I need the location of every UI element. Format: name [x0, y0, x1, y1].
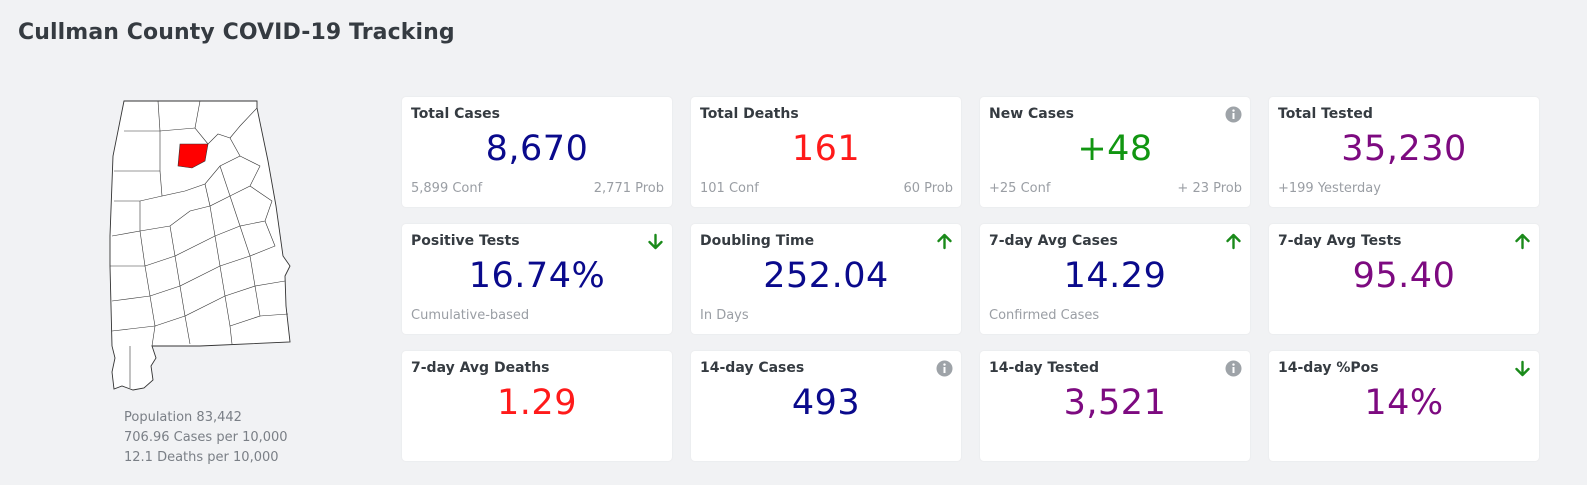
card-title: 7-day Avg Deaths — [411, 360, 550, 376]
card-7-day-avg-cases: 7-day Avg Cases 14.29 Confirmed Cases — [980, 224, 1250, 334]
card-subtext-left: 5,899 Conf — [411, 181, 483, 196]
card-subtext-left: +25 Conf — [989, 181, 1051, 196]
card-subtext-left: Confirmed Cases — [989, 308, 1100, 323]
cullman-county-highlight — [177, 143, 209, 169]
card-value: 3,521 — [1063, 383, 1167, 423]
card-subtext-left: 101 Conf — [700, 181, 759, 196]
card-title: 14-day %Pos — [1278, 360, 1379, 376]
alabama-outline — [109, 100, 291, 391]
card-title: 7-day Avg Tests — [1278, 233, 1402, 249]
card-title: Positive Tests — [411, 233, 520, 249]
card-title: 14-day Tested — [989, 360, 1100, 376]
card-total-tested: Total Tested 35,230 +199 Yesterday — [1269, 97, 1539, 207]
card-subtext-right: 60 Prob — [903, 181, 953, 196]
deaths-per-10k-text: 12.1 Deaths per 10,000 — [124, 450, 279, 465]
info-icon[interactable] — [1225, 106, 1242, 123]
county-stats: Population 83,442 706.96 Cases per 10,00… — [124, 408, 288, 468]
card-value: 35,230 — [1341, 129, 1467, 169]
card-title: 7-day Avg Cases — [989, 233, 1118, 249]
card-title: New Cases — [989, 106, 1074, 122]
card-title: 14-day Cases — [700, 360, 805, 376]
arrow-up-icon — [936, 233, 953, 250]
info-icon[interactable] — [1225, 360, 1242, 377]
metrics-grid: Total Cases 8,670 5,899 Conf 2,771 Prob Tota… — [402, 97, 1539, 461]
card-14-day-pos: 14-day %Pos 14% — [1269, 351, 1539, 461]
card-total-deaths: Total Deaths 161 101 Conf 60 Prob — [691, 97, 961, 207]
card-7-day-avg-tests: 7-day Avg Tests 95.40 — [1269, 224, 1539, 334]
card-positive-tests: Positive Tests 16.74% Cumulative-based — [402, 224, 672, 334]
card-value: 14.29 — [1063, 256, 1167, 296]
card-subtext-left: In Days — [700, 308, 749, 323]
card-title: Total Deaths — [700, 106, 799, 122]
cases-per-10k-text: 706.96 Cases per 10,000 — [124, 430, 288, 445]
card-doubling-time: Doubling Time 252.04 In Days — [691, 224, 961, 334]
card-value: 161 — [791, 129, 861, 169]
card-title: Doubling Time — [700, 233, 815, 249]
card-value: 1.29 — [497, 383, 577, 423]
card-14-day-cases: 14-day Cases 493 — [691, 351, 961, 461]
card-value: 252.04 — [763, 256, 889, 296]
population-text: Population 83,442 — [124, 410, 242, 425]
alabama-county-map[interactable] — [100, 96, 300, 396]
card-total-cases: Total Cases 8,670 5,899 Conf 2,771 Prob — [402, 97, 672, 207]
card-new-cases: New Cases +48 +25 Conf + 23 Prob — [980, 97, 1250, 207]
card-title: Total Cases — [411, 106, 501, 122]
info-icon[interactable] — [936, 360, 953, 377]
card-subtext-right: 2,771 Prob — [593, 181, 664, 196]
card-value: 95.40 — [1352, 256, 1456, 296]
card-value: +48 — [1077, 129, 1153, 169]
card-title: Total Tested — [1278, 106, 1373, 122]
card-subtext-left: Cumulative-based — [411, 308, 530, 323]
card-value: 14% — [1364, 383, 1444, 423]
arrow-up-icon — [1514, 233, 1531, 250]
card-7-day-avg-deaths: 7-day Avg Deaths 1.29 — [402, 351, 672, 461]
card-value: 8,670 — [485, 129, 589, 169]
page-title: Cullman County COVID-19 Tracking — [18, 20, 455, 45]
arrow-up-icon — [1225, 233, 1242, 250]
card-subtext-left: +199 Yesterday — [1278, 181, 1381, 196]
card-14-day-tested: 14-day Tested 3,521 — [980, 351, 1250, 461]
card-value: 493 — [791, 383, 861, 423]
arrow-down-icon — [647, 233, 664, 250]
arrow-down-icon — [1514, 360, 1531, 377]
card-subtext-right: + 23 Prob — [1177, 181, 1242, 196]
card-value: 16.74% — [468, 256, 606, 296]
